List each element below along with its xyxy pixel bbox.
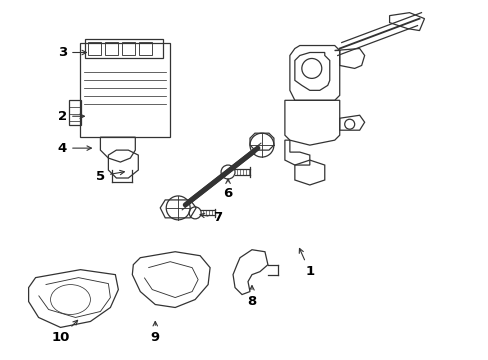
Text: 9: 9 (150, 321, 160, 344)
Text: 4: 4 (58, 141, 91, 155)
Text: 1: 1 (299, 248, 314, 278)
Text: 7: 7 (200, 211, 222, 224)
Bar (139, 41, 152, 55)
Text: 6: 6 (223, 179, 232, 201)
Text: 10: 10 (51, 320, 78, 344)
Bar (122, 41, 135, 55)
Text: 8: 8 (247, 285, 256, 308)
Text: 2: 2 (58, 110, 84, 123)
Text: 3: 3 (58, 46, 86, 59)
Bar (105, 41, 118, 55)
Bar (85, 39, 163, 58)
Text: 5: 5 (96, 170, 124, 183)
Bar (88, 41, 101, 55)
Bar (68, 100, 81, 125)
Bar (81, 42, 170, 137)
